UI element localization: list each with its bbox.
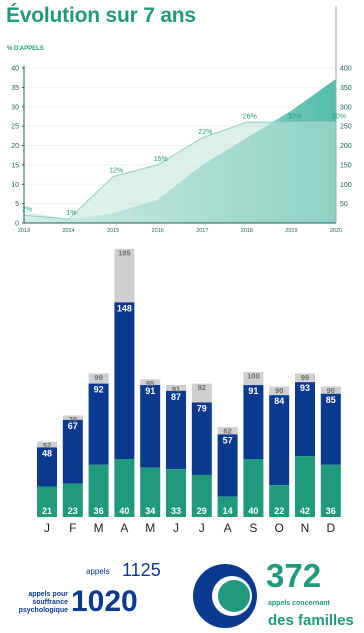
bar-blue-label: 84 [274, 396, 284, 406]
x-tick-label: J [173, 521, 179, 535]
x-tick-label: 2015 [107, 228, 119, 234]
bar-green-label: 40 [248, 506, 258, 516]
bar-green-label: 34 [145, 506, 155, 516]
data-label: 2% [22, 206, 32, 213]
data-label: 1% [67, 210, 77, 217]
y-tick-label-left: 15 [11, 162, 19, 169]
psych-label-line: psychologique [18, 607, 68, 615]
bar-total-label: 62 [223, 427, 231, 436]
bar-blue-label: 91 [145, 386, 155, 396]
calls-label: appels [86, 567, 110, 576]
psych-label: appels pour souffrance psychologique [18, 591, 68, 615]
x-tick-label: M [145, 521, 155, 535]
y-tick-label-right: 100 [340, 182, 352, 189]
y-tick-label-right: 300 [340, 104, 352, 111]
calls-value: 1125 [122, 560, 161, 581]
psych-label-line: souffrance [18, 599, 68, 607]
bar-blue-label: 87 [171, 392, 181, 402]
bar-blue-label: 79 [197, 403, 207, 413]
bar-green-label: 40 [119, 506, 129, 516]
bar-green-label: 23 [68, 506, 78, 516]
bar-segment-blue [166, 391, 186, 469]
bar-green-label: 42 [300, 506, 310, 516]
bar-blue-label: 67 [68, 421, 78, 431]
y-tick-label-right: 50 [340, 201, 348, 208]
bar-segment-blue [140, 385, 160, 468]
x-tick-label: A [224, 521, 232, 535]
bar-total-label: 90 [327, 386, 335, 395]
data-label: 26% [243, 113, 257, 120]
area-series-left [24, 122, 336, 223]
bar-green-label: 29 [197, 506, 207, 516]
x-tick-label: N [301, 521, 310, 535]
x-tick-label: 2019 [285, 228, 297, 234]
bar-green-label: 22 [274, 506, 284, 516]
psych-label-line: appels pour [18, 591, 68, 599]
bar-blue-label: 57 [223, 435, 233, 445]
data-label: 30% [332, 113, 346, 120]
y-tick-label-left: 0 [15, 221, 19, 228]
family-label: appels concernant [268, 600, 358, 608]
x-tick-label: 2017 [196, 228, 208, 234]
ring-logo-icon [192, 563, 260, 629]
data-label: 12% [109, 168, 123, 175]
family-label-strong: des familles [268, 612, 354, 629]
x-tick-label: M [94, 521, 104, 535]
psych-value: 1020 [71, 585, 138, 619]
y-axis-label: % D'APPELS [7, 46, 44, 52]
bar-segment-blue [295, 382, 315, 456]
bar-blue-label: 148 [117, 303, 132, 313]
bar-total-label: 99 [94, 373, 102, 382]
y-tick-label-left: 25 [11, 124, 19, 131]
y-tick-label-right: 150 [340, 162, 352, 169]
bar-green-label: 36 [94, 506, 104, 516]
x-tick-label: 2018 [241, 228, 253, 234]
bar-green-label: 36 [326, 506, 336, 516]
y-tick-label-left: 40 [11, 66, 19, 73]
x-tick-label: 2020 [330, 228, 342, 234]
y-tick-label-right: 400 [340, 66, 352, 73]
y-tick-label-right: 350 [340, 85, 352, 92]
data-label: 15% [154, 156, 168, 163]
bar-segment-blue [269, 395, 289, 485]
x-tick-label: A [120, 521, 128, 535]
x-tick-label: 2013 [18, 228, 30, 234]
bar-green-label: 33 [171, 506, 181, 516]
x-tick-label: J [44, 521, 50, 535]
x-tick-label: 2016 [152, 228, 164, 234]
bar-segment-blue [243, 385, 263, 459]
x-tick-label: S [249, 521, 257, 535]
bar-blue-label: 48 [42, 448, 52, 458]
family-value: 372 [266, 557, 321, 595]
area-chart: % D'APPELS 2% 1% 12% 15% 22% 26% 30% 30% 0 5 10 15 20… [0, 0, 364, 236]
bar-blue-label: 92 [94, 385, 104, 395]
x-tick-label: F [69, 521, 76, 535]
bar-total-label: 185 [118, 248, 131, 257]
bar-total-label: 92 [198, 383, 206, 392]
y-tick-label-left: 5 [15, 201, 19, 208]
monthly-bar-chart: 524821J706723F999236M18514840A959134M918… [0, 236, 364, 536]
y-tick-label-right: 250 [340, 124, 352, 131]
bar-segment-blue [89, 384, 109, 465]
bar-total-label: 99 [301, 373, 309, 382]
y-tick-label-left: 20 [11, 143, 19, 150]
data-label: 22% [198, 129, 212, 136]
y-tick-label-left: 35 [11, 85, 19, 92]
x-tick-label: J [199, 521, 205, 535]
bar-green-label: 21 [42, 506, 52, 516]
bar-blue-label: 91 [248, 386, 258, 396]
bar-segment-blue [114, 302, 134, 459]
bar-total-label: 90 [275, 386, 283, 395]
bar-total-label: 100 [247, 372, 260, 381]
bar-blue-label: 93 [300, 383, 310, 393]
x-tick-label: D [326, 521, 335, 535]
bar-blue-label: 85 [326, 395, 336, 405]
y-tick-label-left: 30 [11, 104, 19, 111]
data-label: 30% [287, 113, 301, 120]
x-tick-label: 2014 [62, 228, 74, 234]
y-tick-label-right: 200 [340, 143, 352, 150]
x-tick-label: O [275, 521, 284, 535]
bar-green-label: 14 [223, 506, 233, 516]
y-tick-label-left: 10 [11, 182, 19, 189]
